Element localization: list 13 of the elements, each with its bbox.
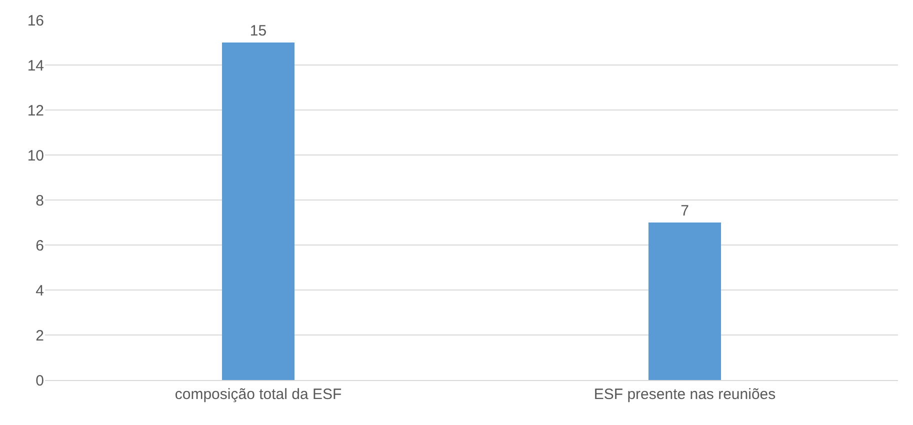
data-label: 7 xyxy=(680,202,689,220)
y-tick-label: 10 xyxy=(27,147,44,164)
x-tick-label: ESF presente nas reuniões xyxy=(594,386,776,403)
y-tick-label: 0 xyxy=(36,372,44,390)
data-label: 15 xyxy=(250,22,267,40)
y-tick-label: 6 xyxy=(36,237,44,254)
y-tick-label: 8 xyxy=(36,192,44,210)
y-tick-label: 4 xyxy=(36,282,44,300)
y-tick-label: 16 xyxy=(27,12,44,30)
y-tick-label: 14 xyxy=(27,57,44,74)
y-tick-label: 2 xyxy=(36,327,44,344)
x-tick-label: composição total da ESF xyxy=(174,386,342,403)
y-tick-label: 12 xyxy=(27,102,44,120)
